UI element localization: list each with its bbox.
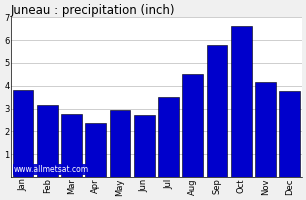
Text: Juneau : precipitation (inch): Juneau : precipitation (inch) <box>11 4 175 17</box>
Bar <box>134 115 155 177</box>
Text: www.allmetsat.com: www.allmetsat.com <box>14 165 89 174</box>
Bar <box>279 91 300 177</box>
Bar <box>207 45 227 177</box>
Bar <box>13 90 33 177</box>
Bar <box>158 97 179 177</box>
Bar <box>182 74 203 177</box>
Bar <box>255 82 276 177</box>
Bar <box>61 114 82 177</box>
Bar <box>231 26 252 177</box>
Bar <box>110 110 130 177</box>
Bar <box>85 123 106 177</box>
Bar <box>37 105 58 177</box>
